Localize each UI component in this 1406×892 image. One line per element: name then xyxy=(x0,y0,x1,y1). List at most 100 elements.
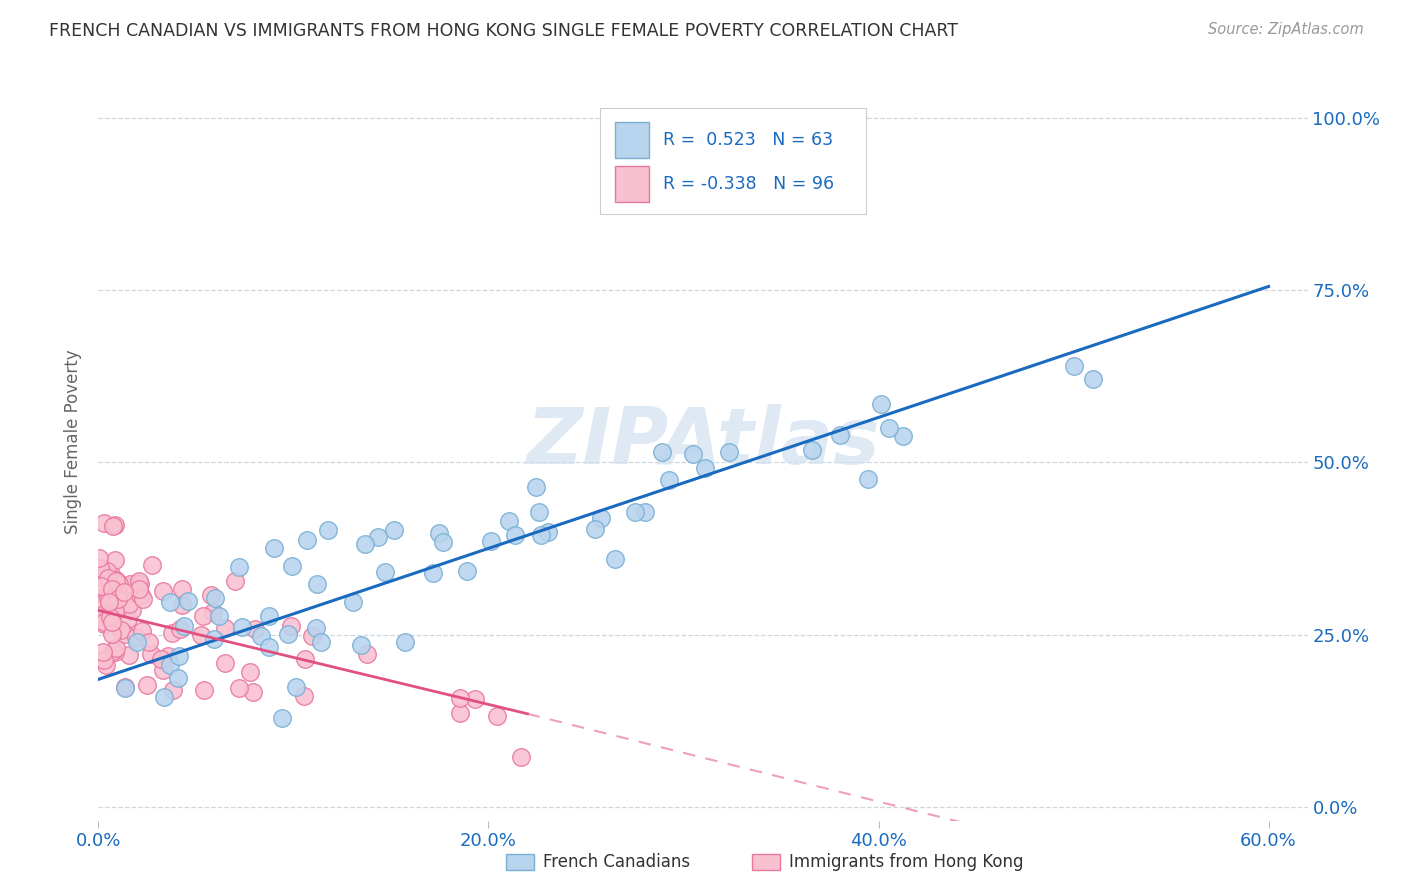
Point xyxy=(162,683,184,698)
Point xyxy=(231,620,253,634)
Point xyxy=(537,524,560,539)
Point xyxy=(104,604,127,618)
Point xyxy=(157,648,180,663)
Point xyxy=(105,579,128,593)
Text: Immigrants from Hong Kong: Immigrants from Hong Kong xyxy=(789,853,1024,871)
Point xyxy=(112,584,135,599)
Point xyxy=(177,594,200,608)
Point xyxy=(162,626,184,640)
Point xyxy=(110,623,132,637)
Point xyxy=(167,648,190,663)
Point xyxy=(128,582,150,596)
Point xyxy=(591,511,613,525)
Point xyxy=(509,749,531,764)
Point xyxy=(257,640,280,654)
Point xyxy=(104,517,127,532)
Point xyxy=(214,621,236,635)
Point xyxy=(118,648,141,662)
Point xyxy=(87,550,110,565)
Point xyxy=(121,603,143,617)
Point xyxy=(136,678,159,692)
Point xyxy=(367,529,389,543)
Point xyxy=(280,619,302,633)
Point xyxy=(200,588,222,602)
Point xyxy=(104,553,127,567)
Point xyxy=(356,647,378,661)
Point xyxy=(228,560,250,574)
Point xyxy=(103,598,125,612)
Text: FRENCH CANADIAN VS IMMIGRANTS FROM HONG KONG SINGLE FEMALE POVERTY CORRELATION C: FRENCH CANADIAN VS IMMIGRANTS FROM HONG … xyxy=(49,22,959,40)
Point xyxy=(422,566,444,580)
Point xyxy=(93,607,115,621)
Point xyxy=(173,619,195,633)
Point xyxy=(100,603,122,617)
Point xyxy=(281,558,304,573)
Point xyxy=(382,523,405,537)
Point xyxy=(432,535,454,549)
Point xyxy=(170,582,193,596)
Point xyxy=(94,590,117,604)
Point xyxy=(277,627,299,641)
Point xyxy=(152,663,174,677)
Point xyxy=(90,570,112,584)
Point xyxy=(498,514,520,528)
Point xyxy=(129,588,152,602)
Point xyxy=(152,584,174,599)
Point xyxy=(658,473,681,487)
Point xyxy=(305,621,328,635)
Point xyxy=(342,595,364,609)
Point xyxy=(150,652,173,666)
Point xyxy=(153,690,176,704)
Point xyxy=(101,643,124,657)
Point xyxy=(190,628,212,642)
Point xyxy=(354,537,377,551)
Point xyxy=(97,591,120,605)
Point xyxy=(695,460,717,475)
Point xyxy=(132,592,155,607)
Point xyxy=(169,622,191,636)
Point xyxy=(718,444,741,458)
Point xyxy=(101,582,124,596)
Point xyxy=(429,525,451,540)
Point xyxy=(486,708,509,723)
Point xyxy=(127,575,149,590)
Point xyxy=(309,635,332,649)
Point xyxy=(870,397,893,411)
Point xyxy=(96,564,118,578)
Point xyxy=(891,429,914,443)
Point xyxy=(105,573,128,587)
Point xyxy=(307,577,329,591)
Point xyxy=(193,683,215,698)
Point xyxy=(98,610,121,624)
Point xyxy=(129,588,152,602)
Point xyxy=(125,630,148,644)
Point xyxy=(527,505,550,519)
Point xyxy=(828,427,851,442)
Point xyxy=(239,665,262,679)
Point xyxy=(128,574,150,588)
Point xyxy=(208,609,231,624)
FancyBboxPatch shape xyxy=(614,121,648,158)
Point xyxy=(1081,372,1104,386)
Point xyxy=(201,605,224,619)
Point xyxy=(583,522,606,536)
Point xyxy=(90,603,112,617)
Text: Source: ZipAtlas.com: Source: ZipAtlas.com xyxy=(1208,22,1364,37)
Point xyxy=(193,608,215,623)
Point xyxy=(90,579,112,593)
Point xyxy=(456,564,478,578)
Point xyxy=(292,689,315,703)
Point xyxy=(117,612,139,626)
Point xyxy=(682,448,704,462)
Point xyxy=(877,421,900,435)
Point xyxy=(257,609,280,624)
Point xyxy=(479,534,502,549)
Point xyxy=(93,615,115,629)
Point xyxy=(91,645,114,659)
Point xyxy=(464,692,486,706)
Text: French Canadians: French Canadians xyxy=(543,853,690,871)
Point xyxy=(104,645,127,659)
Point xyxy=(138,634,160,648)
Point xyxy=(801,443,824,458)
Point xyxy=(105,641,128,656)
